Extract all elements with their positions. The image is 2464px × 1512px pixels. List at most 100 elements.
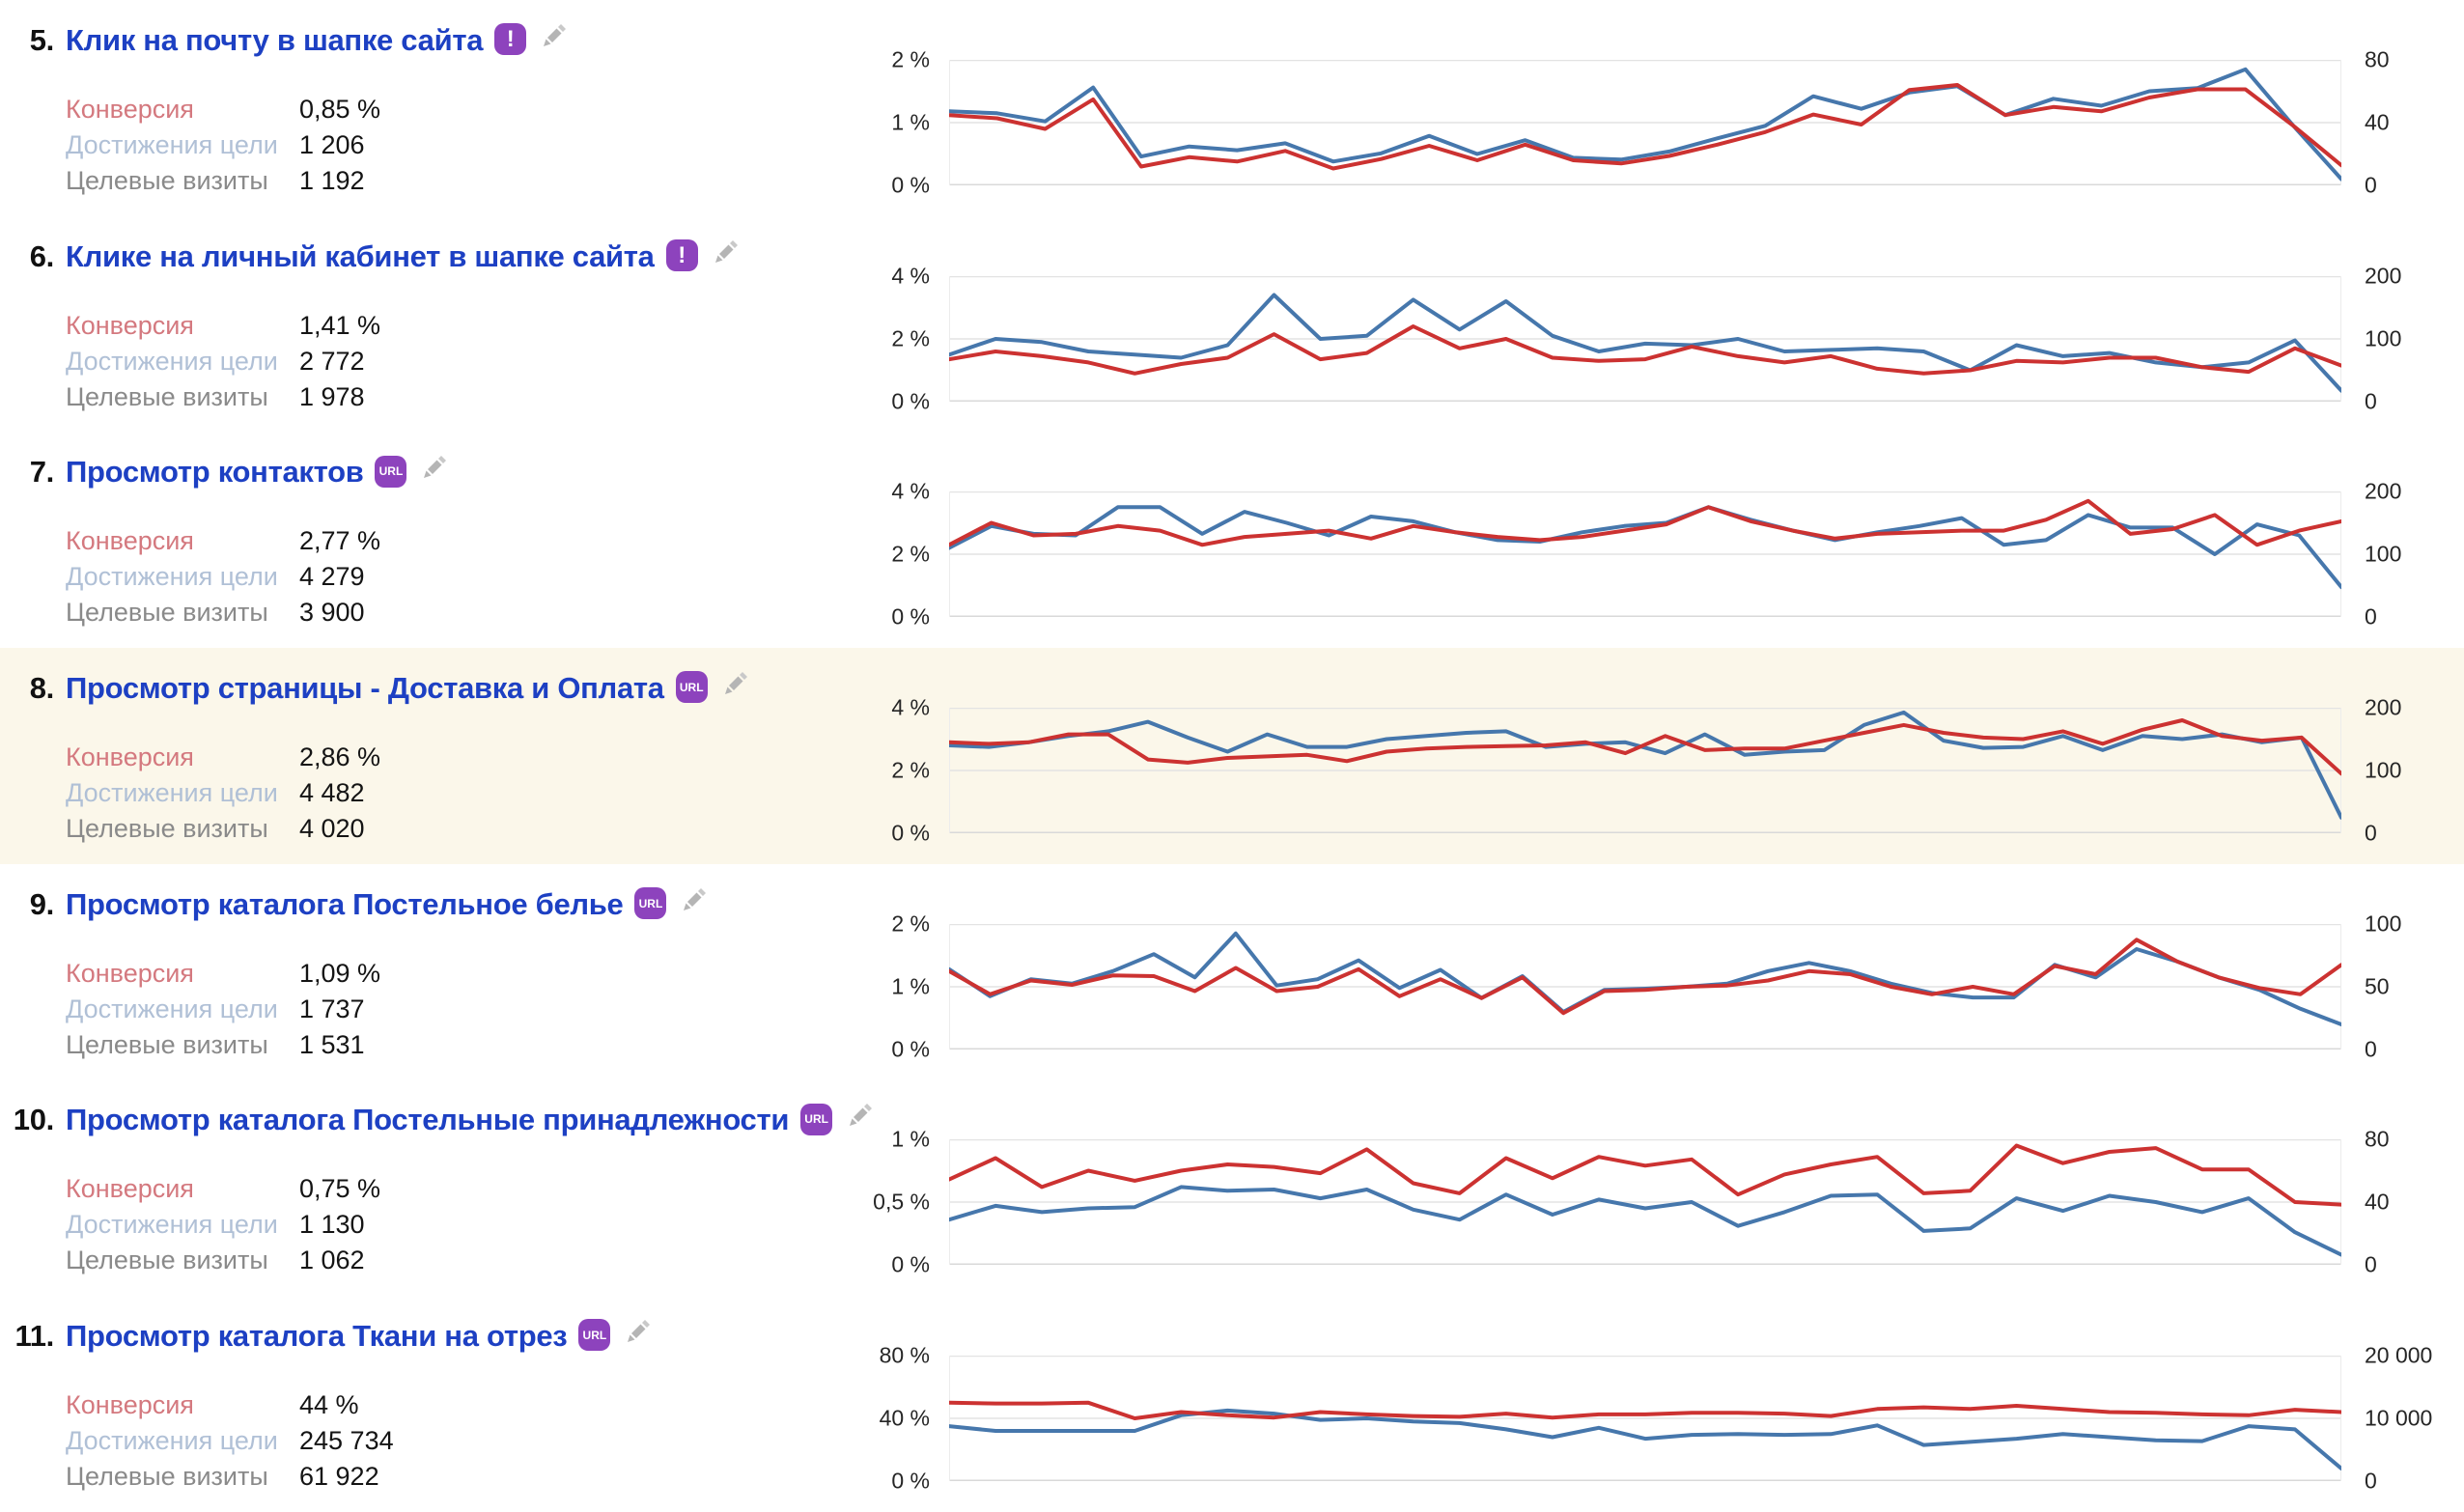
goal-trend-chart[interactable]: 2 % 1 % 0 % 80 40 0 [850,0,2464,216]
y-axis-tick-top: 4 % [891,263,930,289]
goal-header: 9. Просмотр каталога Постельное белье URL [6,887,711,922]
stat-value-goal-visits: 61 922 [299,1462,379,1492]
stat-value-goal-reaches: 1 737 [299,994,365,1023]
stat-conversion: Конверсия 2,86 % [66,740,380,775]
blue-series-line [949,293,2341,393]
edit-pencil-icon[interactable] [540,19,571,58]
goal-info: 7. Просмотр контактов URL Конверсия 2,77 %… [0,432,850,648]
y2-axis-tick-top: 20 000 [2365,1342,2433,1368]
stat-goal-reaches: Достижения цели 1 130 [66,1207,380,1243]
event-goal-badge-icon: ! [494,23,527,56]
y2-axis-tick-top: 200 [2365,478,2402,504]
goal-header: 5. Клик на почту в шапке сайта! [6,23,571,58]
y-axis-tick-bottom: 0 % [891,820,930,846]
edit-pencil-icon[interactable] [624,1315,655,1354]
stat-conversion: Конверсия 0,85 % [66,92,380,127]
y2-axis-tick-bottom: 0 [2365,1251,2377,1277]
y2-axis-tick-bottom: 0 [2365,820,2377,846]
red-series-line [949,1400,2341,1421]
y-axis-tick-bottom: 0 % [891,1468,930,1494]
red-series-line [949,499,2341,547]
goal-header: 7. Просмотр контактов URL [6,455,451,490]
goal-title-link[interactable]: Просмотр страницы - Доставка и Оплата [66,671,664,706]
stat-value-goal-reaches: 2 772 [299,346,365,376]
goal-trend-chart[interactable]: 4 % 2 % 0 % 200 100 0 [850,648,2464,864]
stat-label-conversion: Конверсия [66,958,194,988]
goal-title-link[interactable]: Просмотр контактов [66,455,364,490]
y2-axis-tick-mid: 50 [2365,973,2390,999]
goal-trend-chart[interactable]: 4 % 2 % 0 % 200 100 0 [850,216,2464,433]
goal-title-link[interactable]: Клике на личный кабинет в шапке сайта [66,238,655,273]
y-axis-tick-bottom: 0 % [891,603,930,630]
goal-title-link[interactable]: Просмотр каталога Постельное белье [66,886,624,921]
y2-axis-tick-mid: 100 [2365,325,2402,351]
goal-info: 9. Просмотр каталога Постельное белье URL … [0,864,850,1080]
stat-label-goal-reaches: Достижения цели [66,130,278,159]
y-axis-tick-top: 2 % [891,910,930,937]
goal-title-link[interactable]: Просмотр каталога Ткани на отрез [66,1319,568,1354]
y-axis-tick-top: 2 % [891,46,930,72]
stat-value-conversion: 1,09 % [299,958,381,988]
stat-goal-visits: Целевые визиты 4 020 [66,811,380,847]
y2-axis-tick-bottom: 0 [2365,1036,2377,1062]
goal-header: 11. Просмотр каталога Ткани на отрез URL [6,1319,655,1354]
y-axis-tick-top: 80 % [879,1342,930,1368]
stat-label-conversion: Конверсия [66,742,194,772]
y2-axis-tick-bottom: 0 [2365,388,2377,414]
goal-stats: Конверсия 0,75 % Достижения цели 1 130 Ц… [66,1171,380,1278]
goal-stats: Конверсия 44 % Достижения цели 245 734 Ц… [66,1387,394,1495]
stat-conversion: Конверсия 0,75 % [66,1171,380,1207]
stat-value-conversion: 2,77 % [299,526,381,556]
stat-label-goal-visits: Целевые визиты [66,598,268,628]
goal-row: 9. Просмотр каталога Постельное белье URL … [0,864,2464,1080]
y2-axis-tick-mid: 40 [2365,1189,2390,1215]
y-axis-tick-mid: 0,5 % [873,1189,930,1215]
stat-value-goal-visits: 4 020 [299,814,365,844]
stat-value-conversion: 2,86 % [299,742,381,772]
y-axis-tick-mid: 40 % [879,1405,930,1431]
blue-series-line [949,1409,2341,1471]
stat-value-goal-reaches: 245 734 [299,1426,394,1456]
y2-axis-tick-top: 200 [2365,263,2402,289]
edit-pencil-icon[interactable] [846,1099,877,1137]
goal-trend-chart[interactable]: 80 % 40 % 0 % 20 000 10 000 0 [850,1296,2464,1512]
stat-label-goal-visits: Целевые визиты [66,166,268,195]
stat-label-conversion: Конверсия [66,95,194,124]
line-chart-plot [949,60,2341,185]
stat-conversion: Конверсия 44 % [66,1387,394,1423]
y-axis-tick-bottom: 0 % [891,1251,930,1277]
event-goal-badge-icon: ! [665,239,698,271]
stat-goal-visits: Целевые визиты 3 900 [66,595,380,630]
goal-trend-chart[interactable]: 2 % 1 % 0 % 100 50 0 [850,864,2464,1080]
stat-value-goal-reaches: 4 279 [299,562,365,592]
stat-goal-visits: Целевые визиты 1 978 [66,379,380,415]
stat-goal-visits: Целевые визиты 1 531 [66,1027,380,1063]
goal-title-link[interactable]: Просмотр каталога Постельные принадлежно… [66,1103,790,1137]
edit-pencil-icon[interactable] [721,667,752,706]
goal-stats: Конверсия 1,41 % Достижения цели 2 772 Ц… [66,308,380,415]
goal-row: 5. Клик на почту в шапке сайта! Конверсия… [0,0,2464,216]
goal-number: 11. [14,1319,55,1354]
stat-label-goal-reaches: Достижения цели [66,994,278,1023]
red-series-line [949,323,2341,376]
y2-axis-tick-mid: 100 [2365,757,2402,783]
goal-trend-chart[interactable]: 1 % 0,5 % 0 % 80 40 0 [850,1079,2464,1296]
goal-stats: Конверсия 2,86 % Достижения цели 4 482 Ц… [66,740,380,847]
stat-value-goal-reaches: 1 130 [299,1210,365,1240]
url-goal-badge-icon: URL [800,1103,833,1135]
goal-info: 6. Клике на личный кабинет в шапке сайта!… [0,216,850,433]
edit-pencil-icon[interactable] [680,883,711,922]
edit-pencil-icon[interactable] [420,451,451,490]
edit-pencil-icon[interactable] [712,236,742,274]
stat-value-goal-visits: 1 192 [299,166,365,195]
line-chart-plot [949,708,2341,834]
blue-series-line [949,710,2341,820]
goal-trend-chart[interactable]: 4 % 2 % 0 % 200 100 0 [850,432,2464,648]
goal-header: 10. Просмотр каталога Постельные принадле… [6,1103,877,1137]
goal-title-link[interactable]: Клик на почту в шапке сайта [66,23,484,57]
blue-series-line [949,505,2341,590]
stat-value-conversion: 1,41 % [299,310,381,340]
stat-value-conversion: 0,85 % [299,95,381,124]
stat-label-goal-reaches: Достижения цели [66,778,278,808]
